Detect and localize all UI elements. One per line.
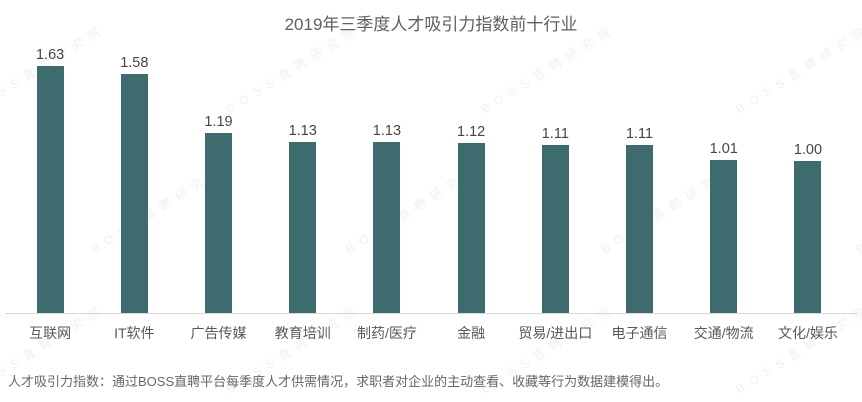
bar-column: 1.11: [513, 125, 597, 313]
watermark-text: BOSS直聘研究院: [853, 161, 862, 257]
bar-column: 1.63: [8, 46, 92, 313]
footnote: 人才吸引力指数：通过BOSS直聘平台每季度人才供需情况，求职者对企业的主动查看、…: [8, 374, 669, 389]
chart-title: 2019年三季度人才吸引力指数前十行业: [284, 15, 578, 34]
bar-value-label: 1.11: [541, 125, 569, 142]
bar-value-label: 1.19: [204, 113, 233, 130]
plot-area: 1.63 1.58 1.19 1.13 1.13 1.12 1.11 1.11 1.01 1.00: [8, 0, 850, 313]
category-label: 制药/医疗: [356, 325, 417, 341]
x-axis-line: [5, 313, 857, 314]
bar-column: 1.00: [766, 141, 850, 313]
bar-column: 1.58: [92, 54, 176, 313]
bar-value-label: 1.13: [372, 122, 402, 139]
bar: [710, 160, 738, 313]
bar: [541, 145, 569, 313]
bar: [289, 142, 317, 313]
bar-value-label: 1.58: [120, 54, 149, 71]
bar-column: 1.13: [345, 122, 429, 313]
category-label: 交通/物流: [693, 325, 754, 341]
category-label: 广告传媒: [190, 325, 247, 341]
bar-column: 1.19: [176, 113, 260, 313]
bar: [457, 143, 485, 313]
category-label: 贸易/进出口: [518, 325, 593, 341]
bar-value-label: 1.00: [793, 141, 823, 158]
category-label: 电子通信: [611, 325, 668, 341]
category-label: 金融: [457, 325, 486, 341]
bar: [373, 142, 401, 313]
bar-column: 1.12: [429, 123, 513, 313]
bar: [36, 66, 64, 313]
bar: [626, 145, 654, 313]
bar-column: 1.13: [261, 122, 345, 313]
category-label: 教育培训: [274, 325, 331, 341]
bar-value-label: 1.63: [35, 46, 65, 63]
category-axis: 互联网 IT软件 广告传媒 教育培训 制药/医疗 金融 贸易/进出口 电子通信 交通/物流 文化/…: [8, 323, 850, 343]
category-label: 互联网: [29, 325, 72, 341]
bar: [794, 161, 822, 313]
bar-column: 1.01: [682, 140, 766, 313]
category-label: IT软件: [114, 325, 155, 341]
bar-value-label: 1.13: [288, 122, 317, 139]
bar-value-label: 1.01: [709, 140, 738, 157]
category-label: 文化/娱乐: [777, 325, 838, 341]
bar-value-label: 1.11: [625, 125, 654, 142]
bar: [120, 74, 148, 313]
bar-column: 1.11: [597, 125, 681, 313]
bar-value-label: 1.12: [457, 123, 486, 140]
bar: [205, 133, 232, 313]
